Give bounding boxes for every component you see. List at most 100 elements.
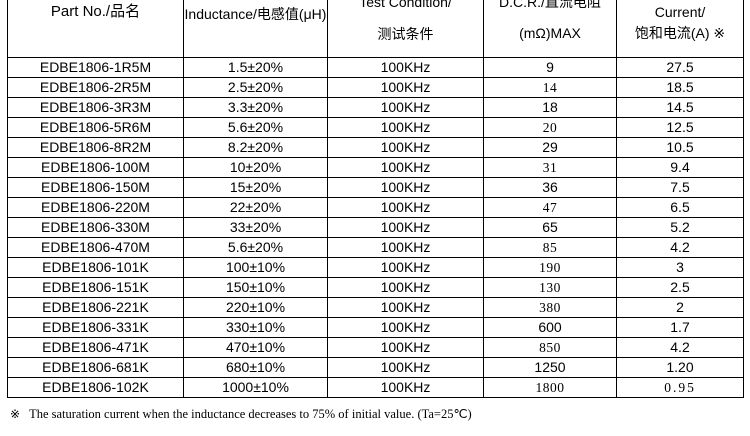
table-row: EDBE1806-470M 5.6±20% 100KHz 85 4.2 <box>7 237 744 258</box>
header-dcr-line2: (mΩ)MAX <box>519 25 581 41</box>
part-no-cell: EDBE1806-221K <box>7 297 184 318</box>
part-no-cell: EDBE1806-5R6M <box>7 117 184 138</box>
table-row: EDBE1806-8R2M 8.2±20% 100KHz 29 10.5 <box>7 137 744 158</box>
current-cell: 18.5 <box>616 77 744 98</box>
current-cell: 2 <box>616 297 744 318</box>
table-row: EDBE1806-471K 470±10% 100KHz 850 4.2 <box>7 337 744 358</box>
part-no-cell: EDBE1806-2R5M <box>7 77 184 98</box>
test-condition-cell: 100KHz <box>327 337 484 358</box>
dcr-cell: 47 <box>483 197 617 218</box>
part-no-cell: EDBE1806-330M <box>7 217 184 238</box>
header-test-condition-line1: Test Condition/ <box>359 0 452 10</box>
inductance-cell: 22±20% <box>183 197 328 218</box>
part-no-cell: EDBE1806-101K <box>7 257 184 278</box>
dcr-cell: 1800 <box>483 377 617 398</box>
test-condition-cell: 100KHz <box>327 57 484 78</box>
test-condition-cell: 100KHz <box>327 77 484 98</box>
current-cell: 10.5 <box>616 137 744 158</box>
dcr-cell: 29 <box>483 137 617 158</box>
table-row: EDBE1806-5R6M 5.6±20% 100KHz 20 12.5 <box>7 117 744 138</box>
current-cell: 5.2 <box>616 217 744 238</box>
header-current: Current/ 饱和电流(A) ※ <box>616 0 744 58</box>
header-part-no: Part No./品名 <box>7 0 184 58</box>
dcr-cell: 130 <box>483 277 617 298</box>
current-cell: 7.5 <box>616 177 744 198</box>
current-cell: 0.95 <box>616 377 744 398</box>
test-condition-cell: 100KHz <box>327 317 484 338</box>
dcr-cell: 600 <box>483 317 617 338</box>
table-row: EDBE1806-151K 150±10% 100KHz 130 2.5 <box>7 277 744 298</box>
table-row: EDBE1806-221K 220±10% 100KHz 380 2 <box>7 297 744 318</box>
dcr-cell: 1250 <box>483 357 617 378</box>
test-condition-cell: 100KHz <box>327 277 484 298</box>
dcr-cell: 14 <box>483 77 617 98</box>
test-condition-cell: 100KHz <box>327 297 484 318</box>
current-cell: 4.2 <box>616 337 744 358</box>
part-no-cell: EDBE1806-470M <box>7 237 184 258</box>
table-row: EDBE1806-150M 15±20% 100KHz 36 7.5 <box>7 177 744 198</box>
header-dcr: D.C.R./直流电阻 (mΩ)MAX <box>483 0 617 58</box>
test-condition-cell: 100KHz <box>327 357 484 378</box>
saturation-footnote-text: The saturation current when the inductan… <box>29 407 472 421</box>
dcr-cell: 20 <box>483 117 617 138</box>
current-cell: 14.5 <box>616 97 744 118</box>
part-no-cell: EDBE1806-3R3M <box>7 97 184 118</box>
test-condition-cell: 100KHz <box>327 177 484 198</box>
part-no-cell: EDBE1806-8R2M <box>7 137 184 158</box>
spec-table-body: EDBE1806-1R5M 1.5±20% 100KHz 9 27.5 EDBE… <box>7 57 744 398</box>
inductance-cell: 680±10% <box>183 357 328 378</box>
header-row: Part No./品名 Inductance/电感值(μH) Test Cond… <box>7 0 744 58</box>
header-dcr-line1: D.C.R./直流电阻 <box>499 0 601 10</box>
part-no-cell: EDBE1806-1R5M <box>7 57 184 78</box>
table-row: EDBE1806-681K 680±10% 100KHz 1250 1.20 <box>7 357 744 378</box>
inductance-cell: 5.6±20% <box>183 117 328 138</box>
dcr-cell: 85 <box>483 237 617 258</box>
table-row: EDBE1806-3R3M 3.3±20% 100KHz 18 14.5 <box>7 97 744 118</box>
part-no-cell: EDBE1806-331K <box>7 317 184 338</box>
inductance-cell: 33±20% <box>183 217 328 238</box>
table-row: EDBE1806-100M 10±20% 100KHz 31 9.4 <box>7 157 744 178</box>
inductance-cell: 330±10% <box>183 317 328 338</box>
dcr-cell: 36 <box>483 177 617 198</box>
test-condition-cell: 100KHz <box>327 257 484 278</box>
header-current-line1: Current/ <box>654 4 706 20</box>
test-condition-cell: 100KHz <box>327 97 484 118</box>
inductance-cell: 10±20% <box>183 157 328 178</box>
spec-table: Part No./品名 Inductance/电感值(μH) Test Cond… <box>7 0 744 398</box>
header-inductance-label: Inductance/电感值(μH) <box>184 6 327 22</box>
part-no-cell: EDBE1806-150M <box>7 177 184 198</box>
dcr-cell: 190 <box>483 257 617 278</box>
test-condition-cell: 100KHz <box>327 137 484 158</box>
dcr-cell: 850 <box>483 337 617 358</box>
part-no-cell: EDBE1806-220M <box>7 197 184 218</box>
part-no-cell: EDBE1806-681K <box>7 357 184 378</box>
table-row: EDBE1806-1R5M 1.5±20% 100KHz 9 27.5 <box>7 57 744 78</box>
table-row: EDBE1806-102K 1000±10% 100KHz 1800 0.95 <box>7 377 744 398</box>
inductance-cell: 470±10% <box>183 337 328 358</box>
part-no-cell: EDBE1806-102K <box>7 377 184 398</box>
table-row: EDBE1806-331K 330±10% 100KHz 600 1.7 <box>7 317 744 338</box>
inductance-cell: 100±10% <box>183 257 328 278</box>
dcr-cell: 9 <box>483 57 617 78</box>
test-condition-cell: 100KHz <box>327 377 484 398</box>
header-test-condition: Test Condition/ 测试条件 <box>327 0 484 58</box>
inductance-cell: 150±10% <box>183 277 328 298</box>
current-cell: 9.4 <box>616 157 744 178</box>
current-cell: 12.5 <box>616 117 744 138</box>
dcr-cell: 18 <box>483 97 617 118</box>
inductance-cell: 5.6±20% <box>183 237 328 258</box>
current-cell: 1.7 <box>616 317 744 338</box>
current-cell: 6.5 <box>616 197 744 218</box>
header-current-line2: 饱和电流(A) ※ <box>634 25 726 41</box>
test-condition-cell: 100KHz <box>327 157 484 178</box>
part-no-cell: EDBE1806-471K <box>7 337 184 358</box>
spec-table-wrap: Part No./品名 Inductance/电感值(μH) Test Cond… <box>7 0 744 398</box>
current-cell: 1.20 <box>616 357 744 378</box>
current-cell: 2.5 <box>616 277 744 298</box>
reference-mark-icon: ※ <box>10 407 21 421</box>
current-cell: 4.2 <box>616 237 744 258</box>
table-row: EDBE1806-220M 22±20% 100KHz 47 6.5 <box>7 197 744 218</box>
test-condition-cell: 100KHz <box>327 197 484 218</box>
header-inductance: Inductance/电感值(μH) <box>183 0 328 58</box>
